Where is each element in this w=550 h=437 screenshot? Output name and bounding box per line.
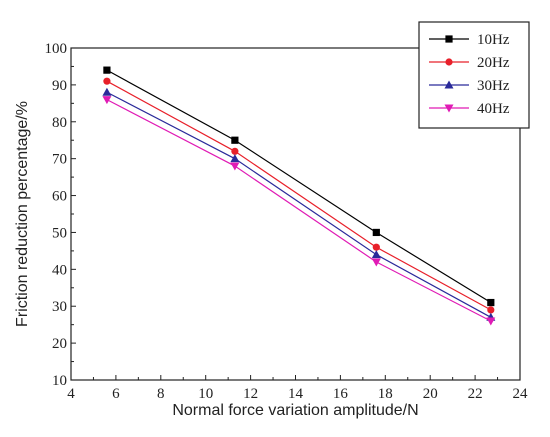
legend-item: 10Hz	[429, 32, 510, 48]
data-point	[371, 258, 381, 267]
y-tick-label: 60	[52, 189, 67, 205]
legend-marker	[445, 58, 453, 66]
series-line	[106, 91, 492, 318]
series-line	[106, 99, 492, 322]
data-point	[231, 147, 239, 155]
y-tick-label: 50	[52, 225, 67, 241]
legend-item: 40Hz	[429, 101, 510, 117]
ticks: 4 6 8 10 12 14 16 18 20 22 24 10 20 30 40 50 60 70 80 90 100	[45, 41, 529, 402]
legend-marker	[444, 104, 454, 113]
y-axis-title: Friction reduction percentage/%	[14, 101, 31, 327]
series-line	[106, 80, 492, 311]
x-tick-label: 10	[198, 386, 213, 402]
series-line	[106, 69, 492, 304]
data-point	[487, 298, 495, 307]
data-point	[487, 306, 495, 314]
legend-label: 20Hz	[477, 55, 510, 71]
data-point	[230, 154, 240, 163]
x-tick-label: 4	[67, 386, 75, 402]
y-tick-label: 20	[52, 336, 67, 352]
series-20Hz	[103, 77, 495, 314]
data-point	[103, 77, 111, 85]
data-point	[371, 250, 381, 259]
x-tick-label: 16	[333, 386, 349, 402]
legend-marker	[444, 80, 454, 89]
legend-item: 30Hz	[429, 78, 510, 94]
x-tick-label: 20	[423, 386, 438, 402]
x-tick-label: 12	[243, 386, 258, 402]
data-point	[372, 228, 380, 237]
x-tick-label: 8	[157, 386, 165, 402]
y-tick-label: 10	[52, 373, 67, 389]
legend-label: 10Hz	[477, 32, 510, 48]
data-point	[230, 162, 240, 171]
legend: 10Hz 20Hz 30Hz 40Hz	[418, 21, 530, 129]
legend-marker	[445, 35, 453, 43]
x-axis-title: Normal force variation amplitude/N	[172, 402, 418, 419]
data-point	[103, 66, 111, 74]
data-point	[486, 317, 496, 326]
legend-item: 20Hz	[429, 55, 510, 71]
legend-label: 40Hz	[477, 101, 510, 117]
series-40Hz	[102, 96, 496, 326]
legend-box	[418, 21, 530, 129]
data-point	[372, 243, 380, 251]
x-tick-label: 18	[378, 386, 393, 402]
y-tick-label: 100	[45, 41, 68, 57]
y-tick-label: 30	[52, 299, 67, 315]
x-tick-label: 14	[288, 386, 304, 402]
y-tick-label: 40	[52, 262, 67, 278]
x-tick-label: 22	[468, 386, 483, 402]
data-point	[231, 136, 239, 144]
x-tick-label: 24	[513, 386, 529, 402]
y-tick-label: 90	[52, 78, 67, 94]
data-point	[102, 87, 112, 96]
y-tick-label: 80	[52, 115, 67, 131]
series-layer	[102, 66, 496, 326]
data-point	[102, 96, 112, 105]
legend-label: 30Hz	[477, 78, 510, 94]
series-10Hz	[103, 66, 495, 307]
x-tick-label: 6	[112, 386, 120, 402]
y-tick-label: 70	[52, 152, 67, 168]
